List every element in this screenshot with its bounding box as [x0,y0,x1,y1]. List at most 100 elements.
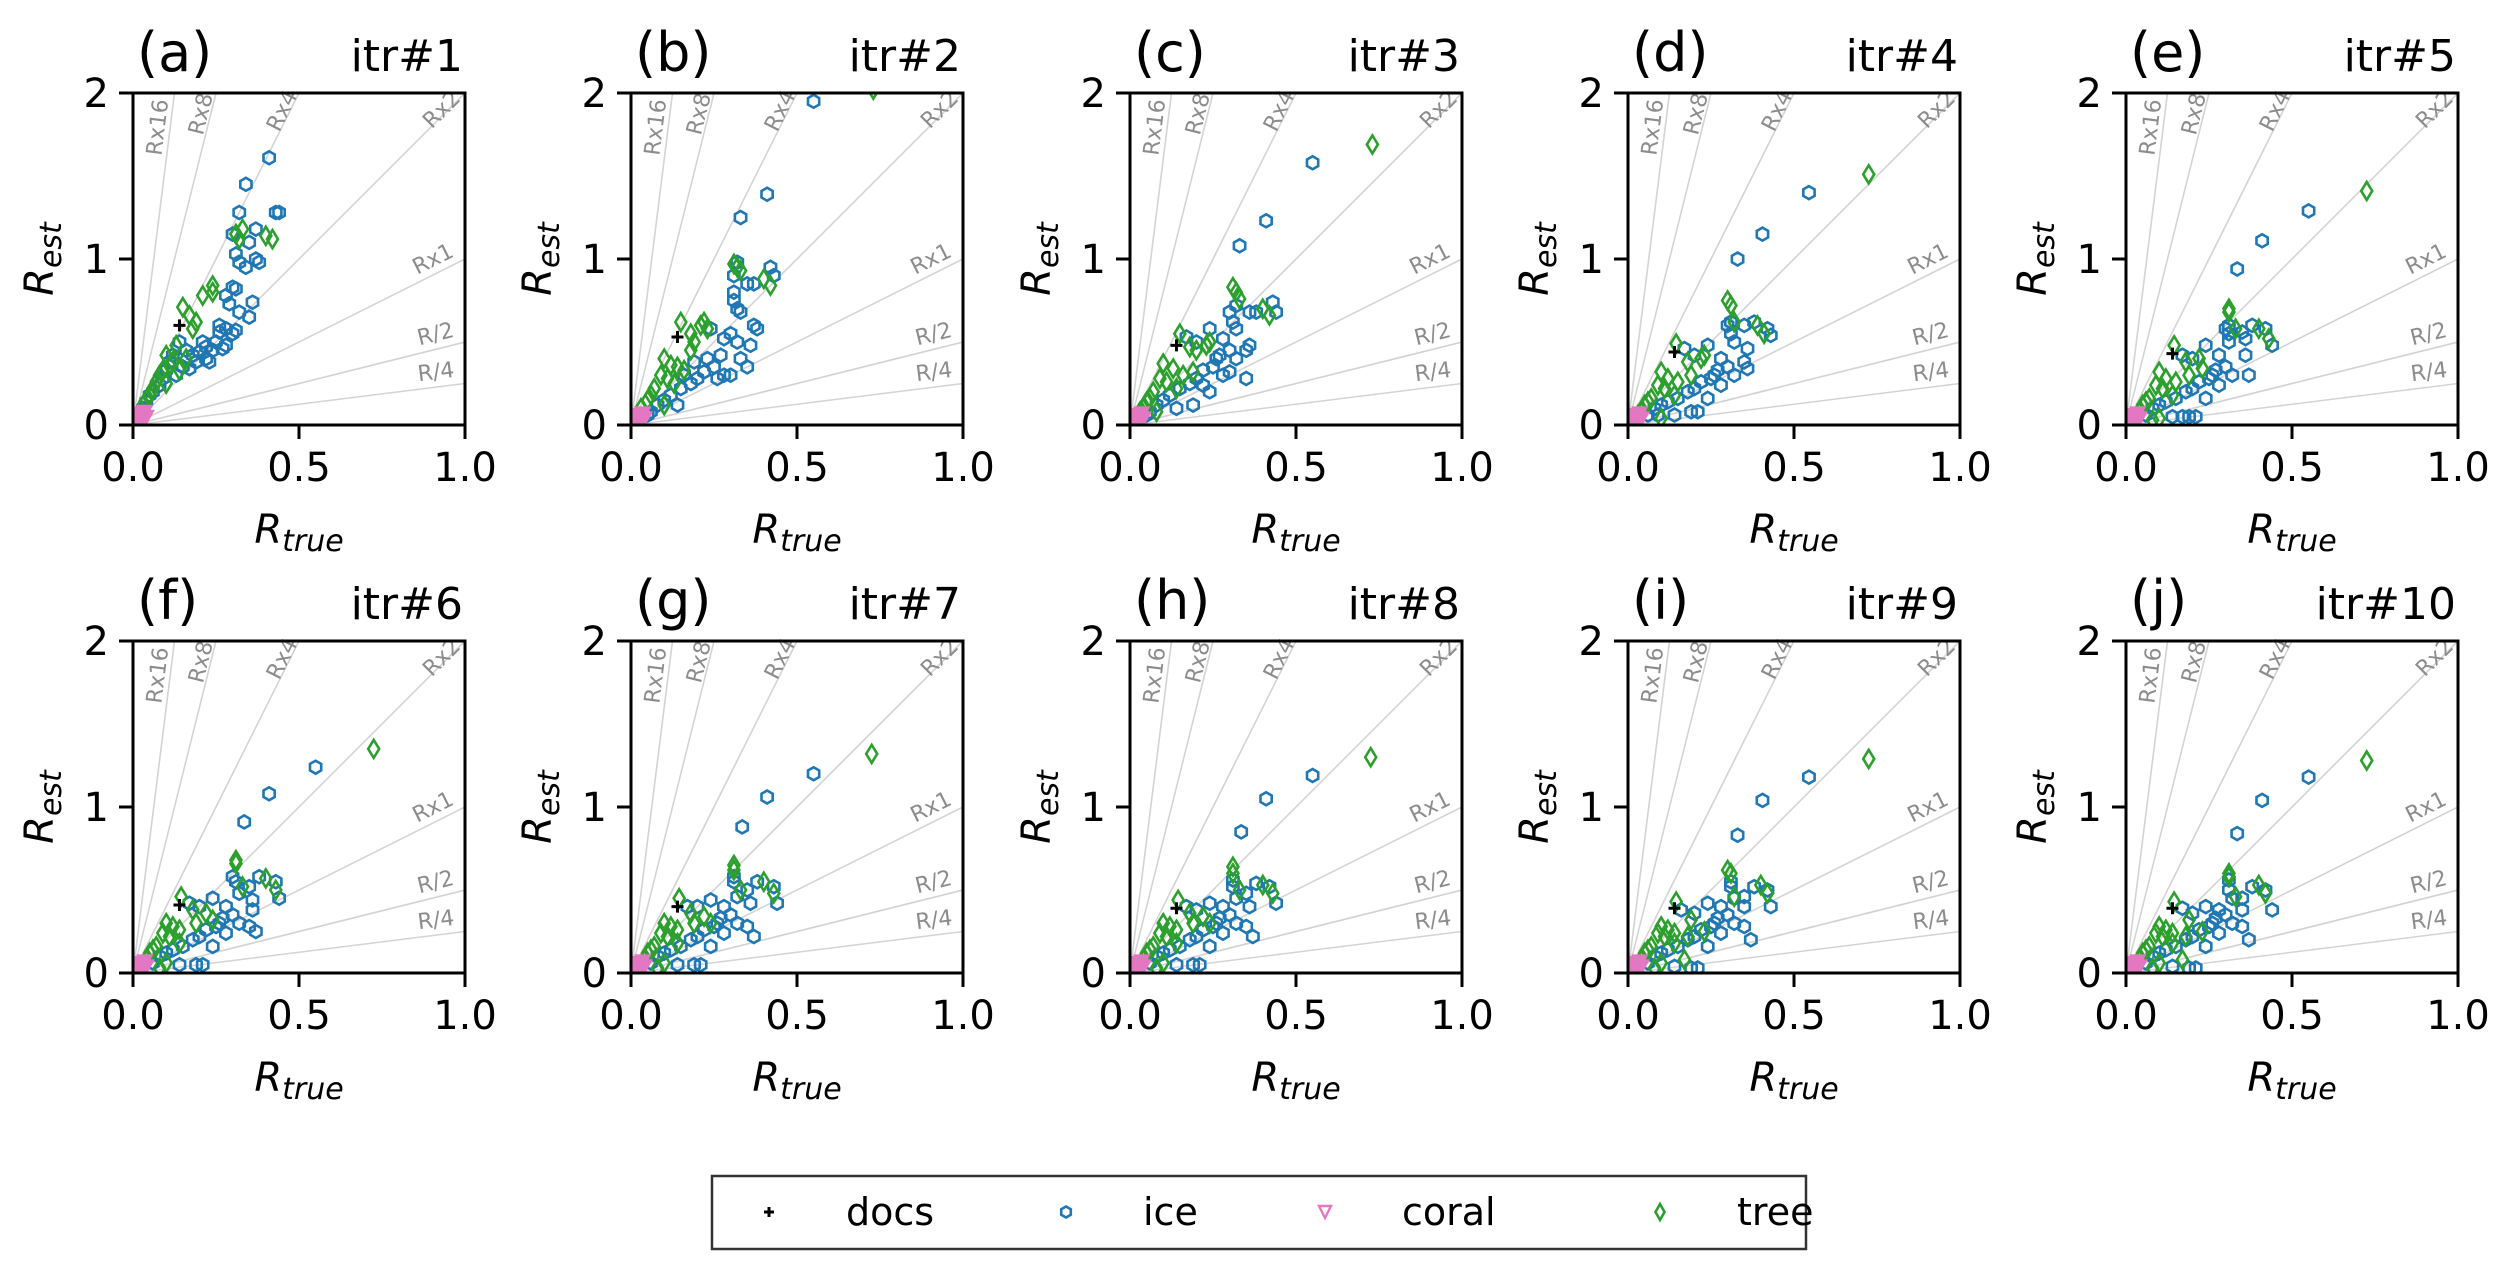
ice-point [219,925,233,942]
ice-point [1740,360,1755,377]
ice-point [703,938,718,955]
docs-point [2166,347,2179,360]
panel-title: itr#7 [849,579,961,630]
reference-line [1628,382,1960,425]
ice-point [1206,918,1220,935]
ice-point [1690,959,1705,973]
ice-point [2241,931,2256,948]
y-tick-label: 0 [582,403,607,449]
legend-marker-coral [1317,1204,1333,1221]
tree-point [660,367,675,391]
tree-point [228,851,243,875]
y-tick-label: 2 [582,71,607,117]
ice-point [1670,390,1685,407]
tree-point [1861,747,1876,771]
ice-point [1262,878,1277,895]
ice-point [1802,184,1816,201]
tree-point [2221,861,2236,885]
y-tick-label: 0 [84,403,109,449]
tree-point [152,956,167,973]
reference-lines [1130,641,1462,973]
reference-line [2126,93,2458,425]
tree-point [1169,931,1184,955]
ice-point [1714,925,1728,942]
ice-point [735,818,750,835]
y-axis-label-main: R [17,268,63,296]
x-tick-label: 0.5 [765,993,829,1039]
tree-point [657,393,672,417]
tree-point [1169,376,1184,400]
ice-point [2238,330,2253,347]
tree-point [2165,921,2180,945]
ice-point [2222,333,2236,350]
reference-line [1628,93,1671,425]
ice-point [1305,767,1320,784]
tree-point [868,93,879,102]
tree-point [1723,861,1738,885]
tree-point [700,317,715,341]
ice-point [1687,905,1702,922]
ice-point [1226,314,1240,331]
ice-point [2182,408,2196,425]
y-axis-label-sub: est [1529,769,1564,816]
tree-point [667,372,682,395]
reference-line-label: Rx16 [142,646,174,705]
reference-line [1130,641,1462,973]
x-tick-label: 0.0 [101,993,165,1039]
tree-point [172,931,187,955]
data-points [1628,162,1876,425]
tree-point [2228,885,2243,909]
ice-point [693,956,708,973]
y-axis-label-sub: est [34,769,69,816]
legend-label: ice [1143,1190,1198,1234]
reference-line-label: Rx16 [2135,98,2167,157]
ice-point [202,353,217,370]
y-axis-label-sub: est [1031,221,1066,268]
docs-point [1170,902,1183,915]
tree-point [1172,322,1187,346]
tree-point [1861,162,1876,186]
ice-point [703,892,718,909]
ice-point [746,928,761,945]
tree-point [650,956,665,973]
reference-line [1628,641,1795,973]
x-axis-label: Rtrue [1251,1055,1340,1107]
y-axis-label: Rest [515,221,567,296]
reference-line [1628,889,1960,973]
x-tick-label: 0.5 [1264,993,1328,1039]
tree-point [268,878,283,902]
coral-point [1134,411,1152,425]
ice-point [740,881,755,898]
ice-point [1216,367,1230,384]
ice-point [1259,790,1273,807]
ice-point [760,788,774,805]
ice-point [1259,212,1273,229]
reference-line-label: R/4 [2409,358,2449,387]
ice-point [2188,408,2203,425]
y-tick-label: 0 [1579,951,1604,997]
ice-point [2225,915,2240,932]
ice-point [1730,827,1745,844]
x-axis-label-main: R [2247,507,2275,553]
tree-point [1159,924,1174,948]
y-tick-label: 2 [1579,71,1604,117]
reference-line [1628,641,1712,973]
tree-point [763,274,778,298]
coral-point [1134,959,1152,973]
reference-line-label: Rx16 [1637,646,1669,705]
ice-point [2238,347,2253,364]
tree-point [683,338,698,362]
ice-point [670,397,685,414]
tree-point [1255,873,1270,897]
reference-line-label: R/4 [1911,906,1951,935]
ice-point [189,956,203,973]
x-axis-label-sub: true [282,524,344,559]
coral-point [1632,411,1650,425]
y-axis-label: Rest [17,769,69,844]
tree-point [703,911,718,935]
ice-point [1305,154,1320,171]
reference-line-label: Rx16 [142,98,174,157]
ice-point [195,333,210,350]
ice-point [1249,304,1264,321]
ice-point [733,209,748,226]
